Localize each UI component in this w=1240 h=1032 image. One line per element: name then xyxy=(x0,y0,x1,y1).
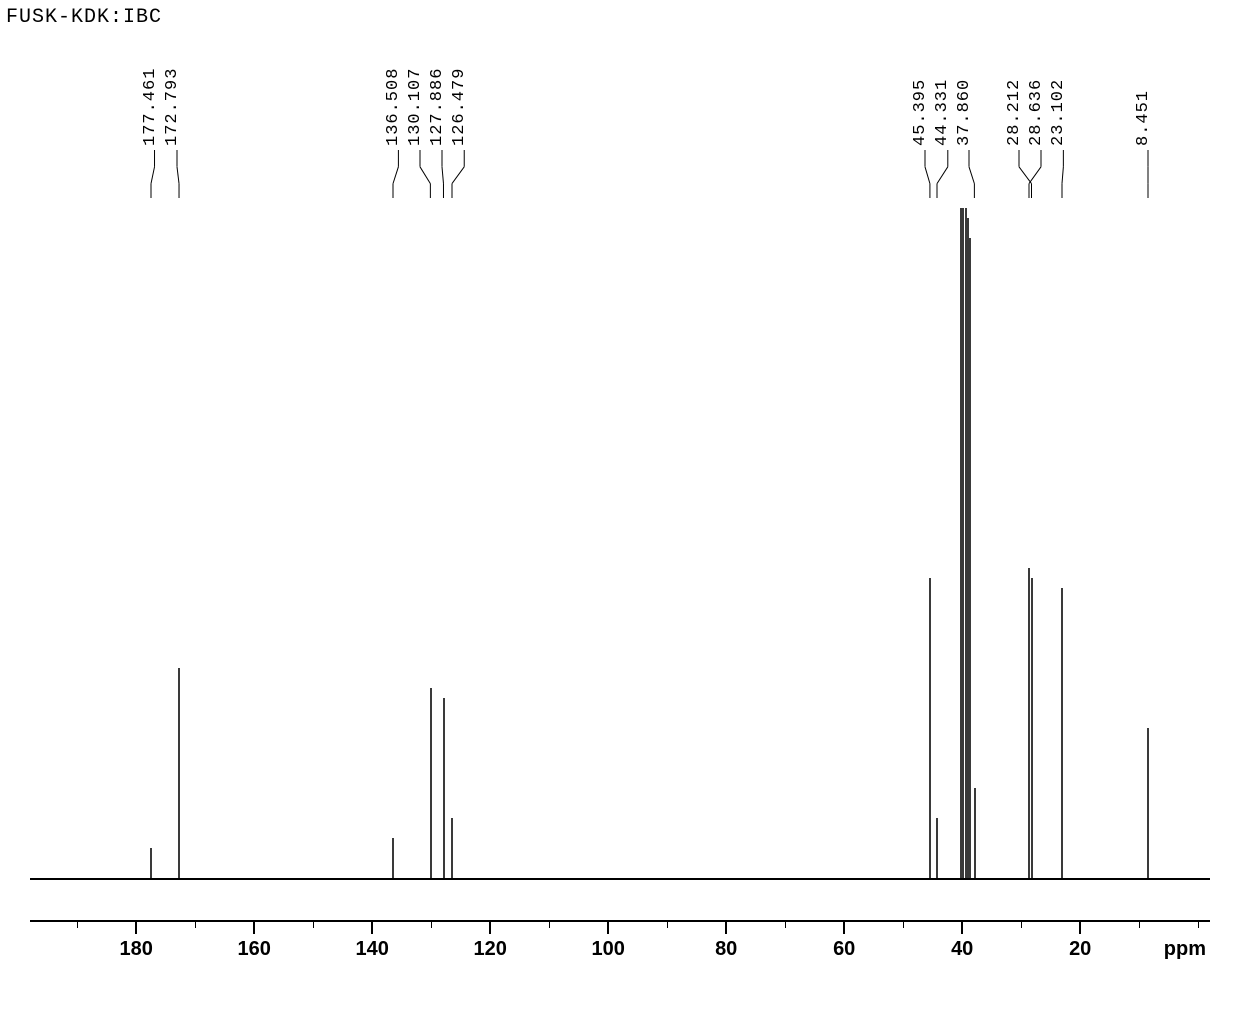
x-axis-minor-tick xyxy=(1021,920,1022,928)
x-axis-tick-label: 180 xyxy=(120,938,153,961)
x-axis-minor-tick xyxy=(1139,920,1140,928)
peak-connector xyxy=(1027,150,1043,200)
peak-connector xyxy=(440,150,445,200)
x-axis-tick-label: 20 xyxy=(1069,938,1091,961)
spectrum-plot xyxy=(30,200,1210,880)
peak-value-label: 136.508 xyxy=(384,68,403,146)
peak-value-label: 45.395 xyxy=(911,79,930,146)
peak-value-label: 44.331 xyxy=(933,79,952,146)
x-axis-minor-tick xyxy=(549,920,550,928)
x-axis-minor-tick xyxy=(1198,920,1199,928)
peak-value-label: 172.793 xyxy=(163,68,182,146)
x-axis-minor-tick xyxy=(903,920,904,928)
x-axis-unit: ppm xyxy=(1164,938,1206,961)
x-axis-tick xyxy=(1079,920,1081,934)
spectrum-peak xyxy=(969,238,971,878)
x-axis: ppm 180 160 140 120 100 80 60 40 20 xyxy=(30,910,1210,970)
x-axis-minor-tick xyxy=(431,920,432,928)
peak-connector xyxy=(923,150,932,200)
peak-value-label: 28.212 xyxy=(1005,79,1024,146)
spectrum-peak xyxy=(430,688,432,878)
peak-connector xyxy=(1060,150,1065,200)
x-axis-tick-label: 40 xyxy=(951,938,973,961)
peak-value-label: 177.461 xyxy=(141,68,160,146)
peak-connector xyxy=(149,150,157,200)
peak-label-layer: 177.461172.793 136.508130.107127.886126.4… xyxy=(30,60,1210,220)
x-axis-minor-tick xyxy=(77,920,78,928)
x-axis-tick-label: 60 xyxy=(833,938,855,961)
x-axis-minor-tick xyxy=(667,920,668,928)
peak-connector xyxy=(450,150,466,200)
spectrum-baseline xyxy=(30,878,1210,880)
x-axis-tick xyxy=(843,920,845,934)
peak-connector xyxy=(418,150,432,200)
peak-value-label: 126.479 xyxy=(450,68,469,146)
x-axis-tick xyxy=(725,920,727,934)
peak-value-label: 127.886 xyxy=(428,68,447,146)
x-axis-tick-label: 80 xyxy=(715,938,737,961)
peak-connector xyxy=(967,150,976,200)
x-axis-tick-label: 140 xyxy=(356,938,389,961)
spectrum-peak xyxy=(150,848,152,878)
x-axis-tick xyxy=(489,920,491,934)
x-axis-tick-label: 100 xyxy=(592,938,625,961)
peak-value-label: 130.107 xyxy=(406,68,425,146)
nmr-spectrum-figure: FUSK-KDK:IBC 177.461172.793 136.508130.10… xyxy=(0,0,1240,1032)
peak-value-label: 23.102 xyxy=(1049,79,1068,146)
peak-value-label: 8.451 xyxy=(1134,90,1153,146)
spectrum-title: FUSK-KDK:IBC xyxy=(6,6,162,29)
peak-connector xyxy=(935,150,950,200)
spectrum-peak xyxy=(929,578,931,878)
spectrum-peak xyxy=(974,788,976,878)
spectrum-peak xyxy=(1147,728,1149,878)
spectrum-peak xyxy=(1031,578,1033,878)
peak-connector xyxy=(1146,150,1150,200)
peak-value-label: 37.860 xyxy=(955,79,974,146)
x-axis-tick xyxy=(135,920,137,934)
x-axis-tick xyxy=(253,920,255,934)
peak-connector xyxy=(391,150,400,200)
peak-value-label: 28.636 xyxy=(1027,79,1046,146)
peak-connector xyxy=(175,150,181,200)
x-axis-tick-label: 160 xyxy=(238,938,271,961)
spectrum-peak xyxy=(936,818,938,878)
spectrum-peak xyxy=(178,668,180,878)
x-axis-tick xyxy=(607,920,609,934)
x-axis-minor-tick xyxy=(313,920,314,928)
x-axis-tick-label: 120 xyxy=(474,938,507,961)
x-axis-tick xyxy=(371,920,373,934)
spectrum-peak xyxy=(443,698,445,878)
x-axis-minor-tick xyxy=(195,920,196,928)
spectrum-peak xyxy=(451,818,453,878)
x-axis-minor-tick xyxy=(785,920,786,928)
spectrum-peak xyxy=(1061,588,1063,878)
x-axis-tick xyxy=(961,920,963,934)
spectrum-peak xyxy=(392,838,394,878)
x-axis-line xyxy=(30,920,1210,922)
